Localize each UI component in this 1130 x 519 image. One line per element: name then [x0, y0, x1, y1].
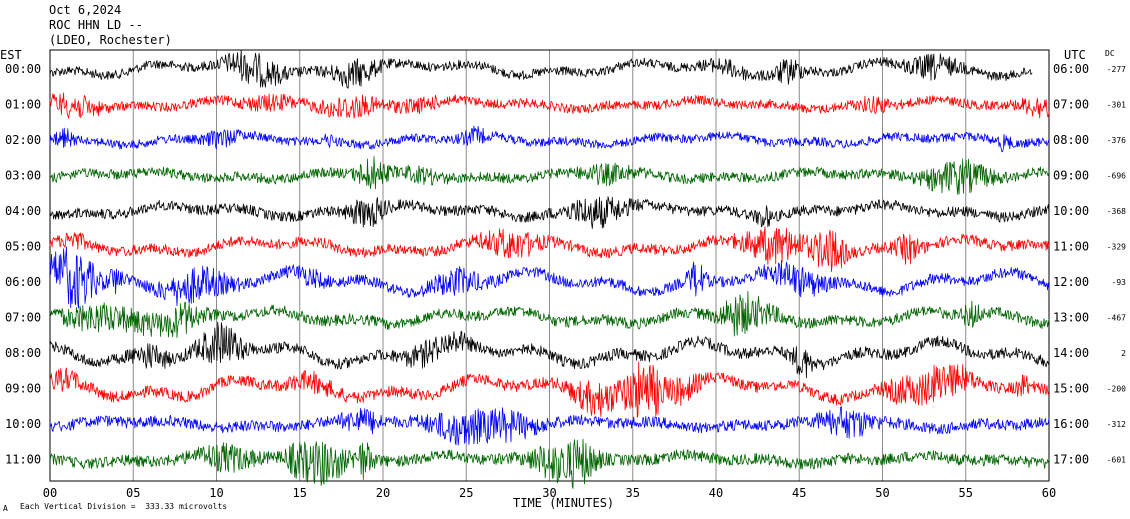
utc-axis-title: UTC [1064, 48, 1086, 62]
est-tick-label: 01:00 [5, 98, 41, 112]
x-axis-label: TIME (MINUTES) [513, 496, 615, 510]
est-tick-label: 07:00 [5, 311, 41, 325]
x-tick-label: 05 [126, 486, 140, 500]
dc-offset-label: -277 [1107, 65, 1126, 74]
dc-offset-label: -312 [1107, 420, 1126, 429]
trace-07:00 [49, 291, 1050, 338]
dc-offset-label: -93 [1112, 278, 1127, 287]
station-label: ROC HHN LD -- [49, 18, 143, 32]
network-label: (LDEO, Rochester) [49, 33, 172, 47]
est-tick-label: 00:00 [5, 62, 41, 76]
dc-axis-title: DC [1105, 49, 1115, 58]
est-tick-label: 08:00 [5, 346, 41, 360]
trace-06:00 [49, 246, 1050, 309]
trace-05:00 [49, 226, 1050, 272]
est-tick-label: 02:00 [5, 133, 41, 147]
trace-08:00 [49, 321, 1050, 379]
x-tick-label: 25 [459, 486, 473, 500]
utc-tick-label: 11:00 [1053, 240, 1089, 254]
x-tick-label: 20 [376, 486, 390, 500]
trace-02:00 [49, 125, 1050, 153]
trace-01:00 [49, 92, 1050, 119]
x-tick-label: 15 [293, 486, 307, 500]
dc-offset-label: -467 [1107, 314, 1126, 323]
est-tick-label: 11:00 [5, 453, 41, 467]
utc-tick-label: 07:00 [1053, 98, 1089, 112]
trace-09:00 [49, 361, 1050, 418]
x-tick-label: 35 [626, 486, 640, 500]
dc-offset-label: -200 [1107, 385, 1126, 394]
x-tick-label: 55 [959, 486, 973, 500]
x-tick-label: 45 [792, 486, 806, 500]
date-label: Oct 6,2024 [49, 3, 122, 17]
est-axis-title: EST [0, 48, 22, 62]
utc-tick-label: 14:00 [1053, 346, 1089, 360]
x-tick-label: 40 [709, 486, 723, 500]
trace-04:00 [49, 196, 1050, 229]
utc-tick-label: 15:00 [1053, 382, 1089, 396]
utc-tick-label: 13:00 [1053, 311, 1089, 325]
corner-mark: A [3, 504, 8, 513]
utc-tick-label: 17:00 [1053, 453, 1089, 467]
dc-offset-label: -301 [1107, 101, 1126, 110]
utc-tick-label: 12:00 [1053, 275, 1089, 289]
est-tick-label: 10:00 [5, 417, 41, 431]
est-tick-label: 05:00 [5, 240, 41, 254]
x-tick-label: 60 [1042, 486, 1056, 500]
x-tick-label: 50 [875, 486, 889, 500]
x-tick-label: 10 [209, 486, 223, 500]
utc-tick-label: 09:00 [1053, 169, 1089, 183]
scale-note: Each Vertical Division = 333.33 microvol… [20, 502, 228, 511]
utc-tick-label: 16:00 [1053, 417, 1089, 431]
dc-offset-label: -368 [1107, 207, 1126, 216]
utc-tick-label: 10:00 [1053, 204, 1089, 218]
trace-10:00 [49, 406, 1050, 446]
dc-offset-label: -329 [1107, 243, 1126, 252]
trace-11:00 [49, 438, 1050, 489]
est-tick-label: 09:00 [5, 382, 41, 396]
est-tick-label: 06:00 [5, 275, 41, 289]
trace-03:00 [49, 156, 1050, 195]
dc-offset-label: -696 [1107, 172, 1126, 181]
x-tick-label: 00 [43, 486, 57, 500]
dc-offset-label: 2 [1121, 349, 1126, 358]
est-tick-label: 03:00 [5, 169, 41, 183]
x-tick-label: 30 [542, 486, 556, 500]
dc-offset-label: -376 [1107, 136, 1126, 145]
est-tick-label: 04:00 [5, 204, 41, 218]
trace-00:00 [49, 49, 1033, 89]
dc-offset-label: -601 [1107, 456, 1126, 465]
utc-tick-label: 06:00 [1053, 62, 1089, 76]
utc-tick-label: 08:00 [1053, 133, 1089, 147]
